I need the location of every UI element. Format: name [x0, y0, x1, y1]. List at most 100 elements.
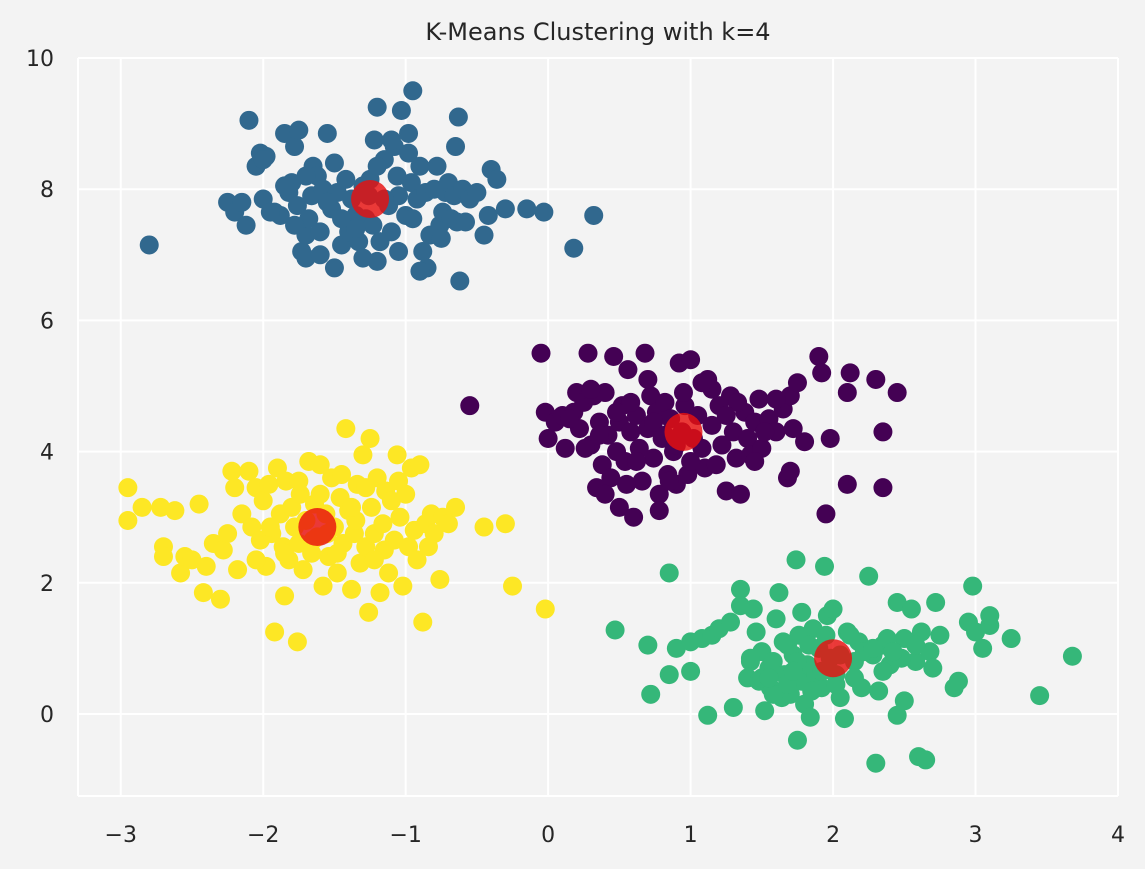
data-point: [538, 428, 558, 448]
data-point: [478, 205, 498, 225]
data-point: [894, 691, 914, 711]
data-point: [413, 242, 433, 262]
data-point: [638, 635, 658, 655]
data-point: [726, 448, 746, 468]
data-point: [503, 576, 523, 596]
data-point: [285, 137, 305, 157]
data-point: [837, 383, 857, 403]
data-point: [430, 570, 450, 590]
centroid-marker: [298, 508, 337, 547]
data-point: [883, 642, 903, 662]
centroid-marker: [814, 639, 853, 678]
data-point: [342, 497, 362, 517]
data-point: [410, 455, 430, 475]
data-point: [730, 484, 750, 504]
y-tick-label: 4: [40, 441, 54, 466]
data-point: [399, 123, 419, 143]
data-point: [649, 484, 669, 504]
data-point: [381, 130, 401, 150]
data-point: [317, 123, 337, 143]
data-point: [584, 205, 604, 225]
data-point: [581, 379, 601, 399]
data-point: [575, 438, 595, 458]
data-point: [210, 589, 230, 609]
data-point: [840, 625, 860, 645]
data-point: [795, 432, 815, 452]
data-point: [589, 425, 609, 445]
data-point: [350, 553, 370, 573]
data-point: [792, 602, 812, 622]
data-point: [487, 169, 507, 189]
data-point: [616, 474, 636, 494]
data-point: [275, 123, 295, 143]
data-point: [723, 422, 743, 442]
cluster-series: [139, 81, 604, 291]
data-point: [287, 196, 307, 216]
data-point: [605, 620, 625, 640]
data-point: [236, 215, 256, 235]
data-point: [132, 497, 152, 517]
data-point: [450, 271, 470, 291]
data-point: [816, 504, 836, 524]
data-point: [213, 540, 233, 560]
data-point: [387, 445, 407, 465]
data-point: [632, 471, 652, 491]
data-point: [649, 501, 669, 521]
data-point: [702, 415, 722, 435]
data-point: [296, 248, 316, 268]
data-point: [655, 392, 675, 412]
x-tick-label: 0: [541, 823, 555, 848]
data-point: [601, 468, 621, 488]
y-tick-label: 8: [40, 178, 54, 203]
data-point: [193, 583, 213, 603]
data-point: [361, 497, 381, 517]
data-point: [980, 606, 1000, 626]
data-point: [635, 343, 655, 363]
data-point: [820, 428, 840, 448]
data-point: [738, 428, 758, 448]
data-point: [644, 412, 664, 432]
data-point: [773, 632, 793, 652]
data-point: [873, 422, 893, 442]
data-point: [692, 373, 712, 393]
data-point: [666, 638, 686, 658]
data-point: [766, 389, 786, 409]
data-point: [259, 474, 279, 494]
data-point: [783, 419, 803, 439]
data-point: [401, 173, 421, 193]
data-point: [609, 497, 629, 517]
x-tick-label: −2: [247, 823, 279, 848]
data-point: [887, 383, 907, 403]
data-point: [438, 514, 458, 534]
data-point: [604, 346, 624, 366]
data-point: [310, 455, 330, 475]
y-axis-tick-labels: 0 2 4 6 8 10: [26, 47, 54, 728]
data-point: [1062, 646, 1082, 666]
data-point: [360, 428, 380, 448]
data-point: [151, 497, 171, 517]
data-point: [730, 579, 750, 599]
data-point: [446, 497, 466, 517]
data-point: [716, 481, 736, 501]
data-point: [812, 363, 832, 383]
cluster-series: [605, 550, 1082, 773]
data-point: [802, 681, 822, 701]
data-point: [720, 612, 740, 632]
data-point: [299, 209, 319, 229]
data-point: [866, 753, 886, 773]
data-point: [966, 622, 986, 642]
data-point: [232, 192, 252, 212]
data-point: [517, 199, 537, 219]
data-point: [780, 461, 800, 481]
data-point: [755, 701, 775, 721]
data-point: [118, 478, 138, 498]
data-point: [327, 543, 347, 563]
data-point: [232, 504, 252, 524]
data-point: [310, 222, 330, 242]
x-tick-label: 3: [969, 823, 983, 848]
x-tick-label: 1: [684, 823, 698, 848]
data-point: [495, 199, 515, 219]
data-point: [823, 599, 843, 619]
data-point: [364, 130, 384, 150]
data-point: [265, 622, 285, 642]
